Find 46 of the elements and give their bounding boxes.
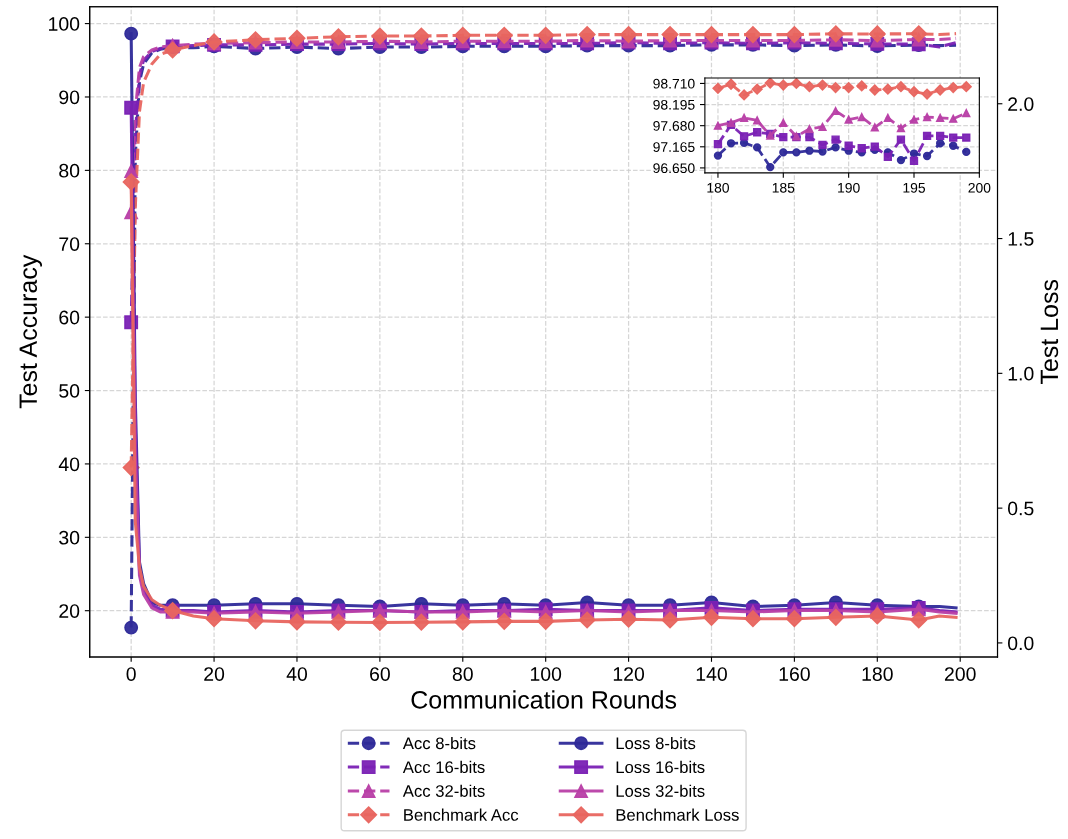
x-tick-label: 160 xyxy=(779,667,810,681)
y-tick-label: 80 xyxy=(59,163,80,178)
legend-label: Acc 32-bits xyxy=(402,784,485,797)
legend-label: Benchmark Loss xyxy=(616,808,739,821)
x-tick-label: 40 xyxy=(286,667,308,681)
y-tick-label: 30 xyxy=(59,530,80,545)
y-tick-label: 40 xyxy=(58,457,80,472)
x-tick-label: 0 xyxy=(126,667,136,681)
y-tick-label: 60 xyxy=(59,310,80,325)
y-tick-label: 70 xyxy=(59,237,80,251)
x-tick-label: 120 xyxy=(613,667,645,681)
y2-axis-title: Test Loss xyxy=(1040,279,1059,385)
y-axis-title: Test Accuracy xyxy=(19,254,42,409)
x-tick-label: 200 xyxy=(944,667,976,681)
x-tick-label: 80 xyxy=(452,667,473,681)
x-tick-label: 20 xyxy=(204,667,225,681)
x-tick-label: 185 xyxy=(772,182,795,193)
y-tick-label: 20 xyxy=(59,604,80,618)
y2-tick-label: 1.0 xyxy=(1008,366,1034,381)
x-tick-label: 180 xyxy=(707,182,729,193)
x-tick-label: 60 xyxy=(370,667,390,681)
x-tick-label: 195 xyxy=(903,182,926,193)
legend-label: Loss 8-bits xyxy=(616,736,696,750)
x-tick-label: 200 xyxy=(968,182,991,193)
x-tick-label: 140 xyxy=(696,667,727,681)
y2-tick-label: 1.5 xyxy=(1008,232,1034,246)
y-tick-label: 90 xyxy=(59,90,80,105)
y2-tick-label: 0.0 xyxy=(1007,636,1034,651)
legend-label: Loss 32-bits xyxy=(616,784,705,797)
y-tick-label: 96.650 xyxy=(653,163,695,174)
y2-tick-label: 0.5 xyxy=(1007,501,1034,516)
y-tick-label: 100 xyxy=(49,17,80,31)
x-tick-label: 100 xyxy=(530,667,562,681)
legend-label: Benchmark Acc xyxy=(404,808,519,821)
y-tick-label: 97.680 xyxy=(653,121,695,131)
y-tick-label: 98.195 xyxy=(653,99,695,110)
y2-tick-label: 2.0 xyxy=(1008,97,1034,111)
x-tick-label: 190 xyxy=(838,182,860,193)
legend-label: Acc 16-bits xyxy=(402,760,485,774)
y-tick-label: 97.165 xyxy=(653,142,695,152)
x-axis-title: Communication Rounds xyxy=(411,690,677,709)
y-tick-label: 50 xyxy=(59,384,80,398)
x-tick-label: 180 xyxy=(862,667,893,681)
y-tick-label: 98.710 xyxy=(653,78,695,89)
legend-label: Acc 8-bits xyxy=(402,736,476,750)
legend-label: Loss 16-bits xyxy=(616,760,705,774)
